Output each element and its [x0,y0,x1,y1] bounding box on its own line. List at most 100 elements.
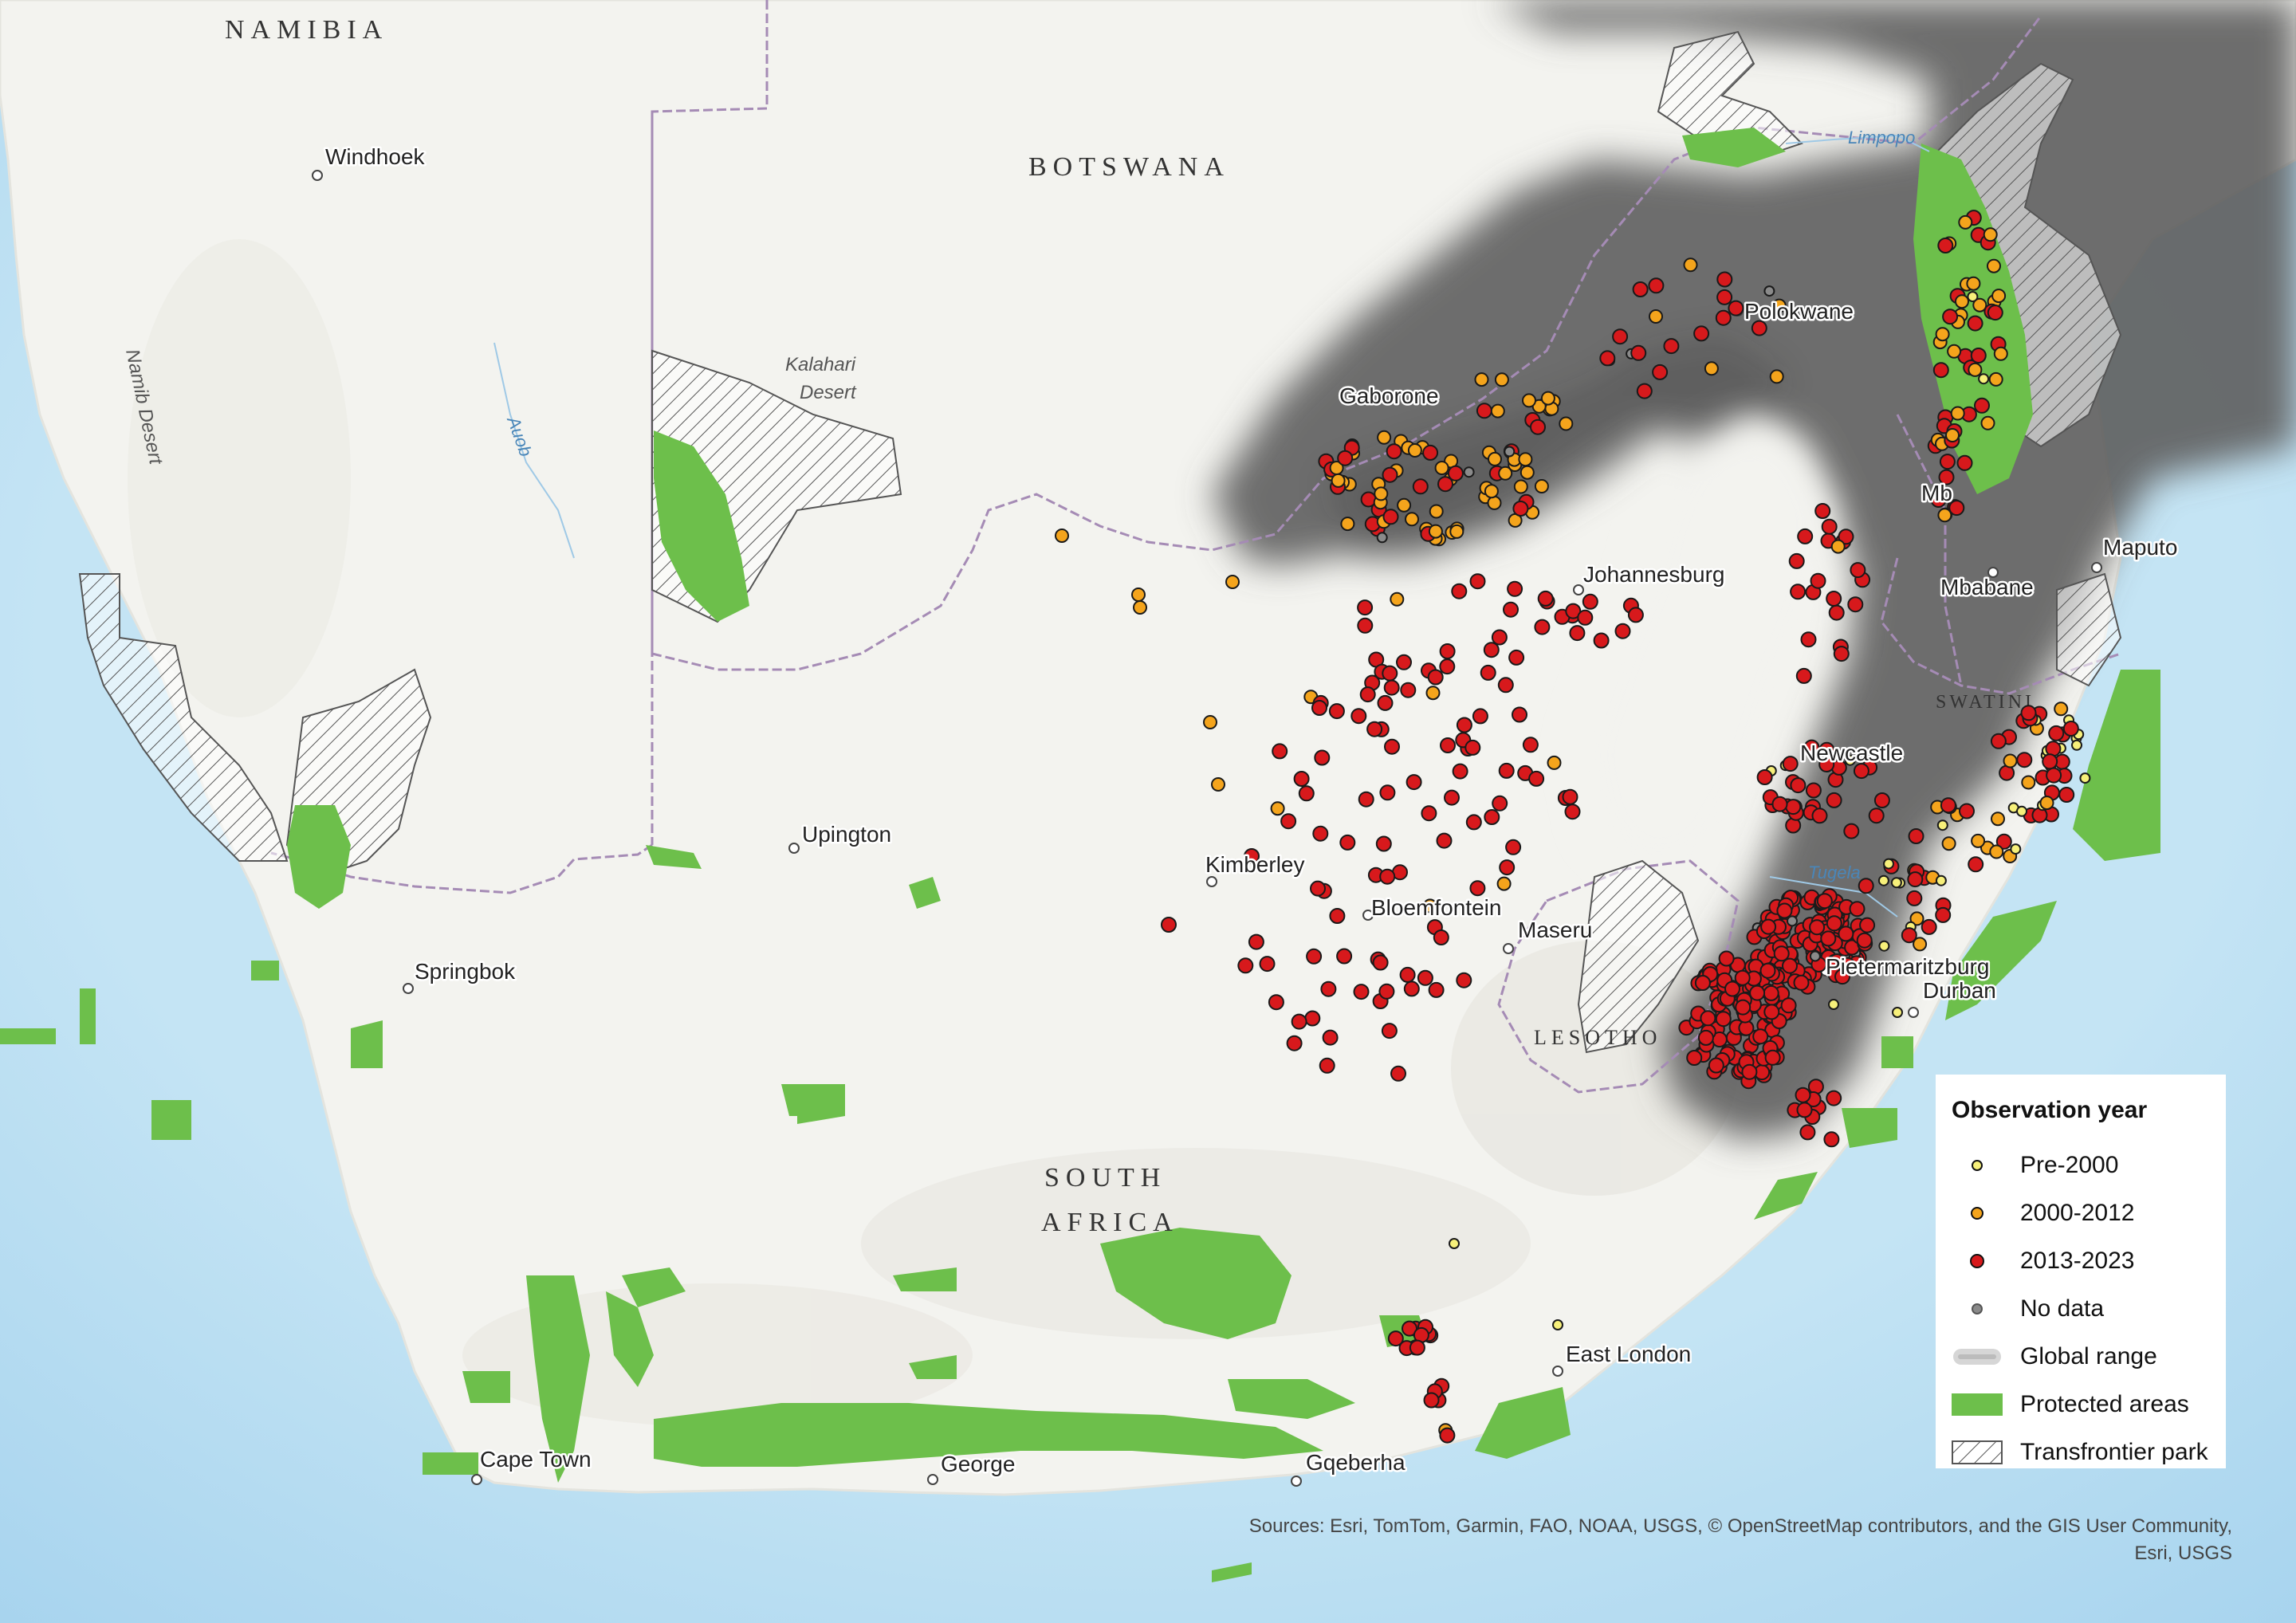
observation-point-2000-2012 [1941,836,1956,851]
observation-point-2013-2023 [1932,362,1949,379]
observation-point-2013-2023 [1311,700,1327,716]
observation-point-2013-2023 [1456,717,1472,733]
observation-point-2013-2023 [1735,999,1751,1016]
observation-point-2000-2012 [1422,898,1437,914]
observation-point-2000-2012 [1331,473,1346,488]
observation-point-2000-2012 [2039,796,2054,811]
observation-point-2000-2012 [1980,415,1995,430]
observation-point-pre-2000 [1883,858,1894,870]
observation-point-2013-2023 [1995,833,2012,850]
observation-point-2013-2023 [1310,880,1326,897]
observation-point-2013-2023 [1734,969,1751,986]
observation-point-2013-2023 [1306,948,1323,965]
legend-label: No data [2020,1295,2105,1322]
observation-point-2013-2023 [1272,743,1288,760]
legend-label: Pre-2000 [2020,1152,2119,1178]
city-label-newcastle: Newcastle [1800,741,1903,765]
attribution-line-1: Sources: Esri, TomTom, Garmin, FAO, NOAA… [1248,1515,2232,1537]
observation-point-2000-2012 [2021,775,2036,790]
observation-point-2000-2012 [1534,479,1549,493]
observation-point-2013-2023 [1564,804,1581,820]
city-marker-johannesburg [1573,584,1584,595]
observation-point-2013-2023 [1859,917,1876,933]
observation-point-2013-2023 [1465,814,1482,831]
observation-point-2000-2012 [1513,479,1528,494]
country-label-namibia: NAMIBIA [225,15,388,45]
observation-point-2000-2012 [1937,508,1952,523]
observation-point-2013-2023 [1868,808,1885,824]
observation-point-2000-2012 [1520,465,1535,480]
city-marker-gaborone [1350,393,1361,404]
observation-point-2013-2023 [1328,703,1345,720]
observation-point-2000-2012 [1494,372,1509,387]
city-label-gaborone: Gaborone [1339,383,1439,408]
observation-point-2013-2023 [1286,1035,1303,1051]
observation-point-2013-2023 [1320,980,1337,997]
observation-point-2000-2012 [1449,524,1464,539]
observation-point-2013-2023 [1499,859,1516,876]
observation-point-2013-2023 [1337,450,1354,466]
observation-point-2013-2023 [1562,788,1578,805]
feature-label-kalahari-1: Kalahari [785,354,856,375]
legend-item-2000-2012: 2000-2012 [1952,1189,2208,1237]
observation-point-2000-2012 [2003,753,2018,768]
observation-point-2013-2023 [1382,509,1399,525]
observation-point-2013-2023 [1856,932,1873,949]
observation-point-2000-2012 [1498,466,1513,481]
observation-point-2000-2012 [1377,430,1392,445]
observation-point-2013-2023 [1304,1010,1321,1027]
observation-point-2000-2012 [1390,591,1405,607]
city-label-george: George [941,1452,1015,1476]
observation-point-2000-2012 [1704,361,1719,376]
observation-point-2000-2012 [1935,327,1950,342]
observation-point-pre-2000 [1978,373,1990,385]
observation-point-2000-2012 [1968,362,1983,377]
observation-point-2013-2023 [1708,1057,1724,1074]
observation-point-2013-2023 [1938,469,1955,485]
observation-point-2000-2012 [1374,486,1389,501]
observation-point-pre-2000 [1878,940,1890,952]
observation-point-2013-2023 [1360,491,1377,508]
observation-point-2013-2023 [1437,476,1453,493]
observation-point-2013-2023 [1399,966,1416,983]
observation-point-2013-2023 [1476,403,1492,419]
observation-point-2013-2023 [1491,629,1508,646]
city-marker-maseru [1503,943,1514,954]
observation-point-2013-2023 [1930,492,1947,508]
observation-point-no-data [1763,285,1775,297]
observation-point-2013-2023 [1782,756,1799,772]
observation-point-2013-2023 [1387,1330,1404,1347]
observation-point-2000-2012 [1407,443,1422,458]
observation-point-2000-2012 [1203,715,1217,729]
legend: Observation year Pre-2000 2000-2012 2013… [1936,1075,2226,1468]
observation-point-2013-2023 [1937,238,1954,253]
observation-point-2013-2023 [1161,917,1177,933]
observation-point-2013-2023 [1833,646,1850,662]
grey-dot-icon [1952,1291,2003,1326]
country-label-south-africa-1: SOUTH [1044,1163,1166,1193]
observation-point-2013-2023 [1409,1339,1425,1356]
observation-point-2000-2012 [1771,298,1787,313]
observation-point-2013-2023 [1970,348,1987,364]
observation-point-2013-2023 [1820,930,1837,947]
observation-point-2013-2023 [1967,315,1983,332]
red-dot-icon [1952,1244,2003,1279]
observation-point-2013-2023 [1935,906,1952,923]
observation-point-2013-2023 [1599,350,1616,367]
observation-point-2013-2023 [1403,980,1420,997]
observation-point-2013-2023 [1280,813,1297,830]
observation-point-2000-2012 [1131,588,1146,602]
observation-point-2013-2023 [1436,832,1453,849]
observation-point-2013-2023 [1400,682,1417,698]
observation-point-2013-2023 [1816,893,1833,910]
observation-point-2013-2023 [1423,1392,1440,1409]
observation-point-2013-2023 [1291,1013,1307,1030]
terrain-shading [128,239,1738,1427]
observation-point-2013-2023 [1505,839,1522,855]
observation-point-2000-2012 [1540,391,1555,406]
observation-point-2013-2023 [1763,984,1779,1001]
city-label-durban: Durban [1923,978,1996,1003]
observation-point-2013-2023 [1908,828,1924,844]
